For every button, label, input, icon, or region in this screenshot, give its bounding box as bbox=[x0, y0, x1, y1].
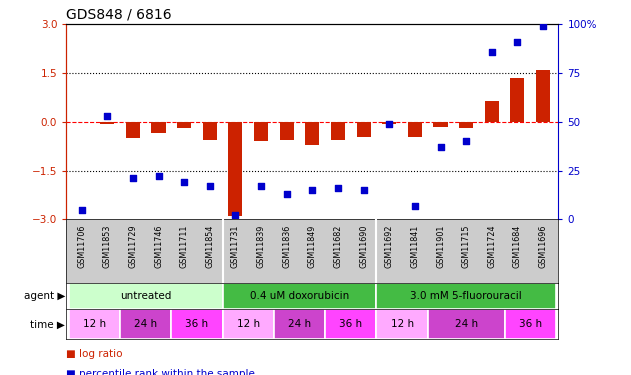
Text: GSM11901: GSM11901 bbox=[436, 225, 445, 268]
Point bbox=[384, 121, 394, 127]
Point bbox=[435, 144, 445, 150]
Text: GSM11715: GSM11715 bbox=[462, 225, 471, 268]
Point bbox=[410, 203, 420, 209]
Text: ■ log ratio: ■ log ratio bbox=[66, 349, 123, 359]
Bar bbox=[177, 122, 191, 128]
Text: 36 h: 36 h bbox=[186, 320, 209, 329]
Bar bbox=[382, 122, 396, 123]
Bar bbox=[69, 283, 223, 309]
Bar bbox=[100, 122, 114, 123]
Text: GDS848 / 6816: GDS848 / 6816 bbox=[66, 8, 172, 21]
Bar bbox=[203, 122, 217, 140]
Point bbox=[487, 49, 497, 55]
Bar bbox=[305, 122, 319, 145]
Bar bbox=[408, 122, 422, 136]
Text: GSM11731: GSM11731 bbox=[231, 225, 240, 268]
Bar bbox=[254, 122, 268, 141]
Point bbox=[333, 185, 343, 191]
Bar bbox=[536, 70, 550, 122]
Point bbox=[230, 213, 240, 219]
Text: GSM11711: GSM11711 bbox=[180, 225, 189, 268]
Bar bbox=[357, 122, 370, 136]
Bar bbox=[120, 309, 172, 339]
Text: 36 h: 36 h bbox=[339, 320, 362, 329]
Bar bbox=[151, 122, 165, 133]
Text: GSM11692: GSM11692 bbox=[385, 225, 394, 268]
Point bbox=[76, 207, 86, 213]
Bar bbox=[280, 122, 294, 140]
Bar bbox=[69, 309, 120, 339]
Text: GSM11849: GSM11849 bbox=[308, 225, 317, 268]
Point bbox=[204, 183, 215, 189]
Point bbox=[153, 174, 163, 180]
Point bbox=[461, 138, 471, 144]
Bar bbox=[428, 309, 505, 339]
Text: 12 h: 12 h bbox=[237, 320, 260, 329]
Text: 36 h: 36 h bbox=[519, 320, 542, 329]
Bar bbox=[172, 309, 223, 339]
Point bbox=[179, 179, 189, 185]
Text: GSM11690: GSM11690 bbox=[359, 225, 368, 268]
Text: 24 h: 24 h bbox=[134, 320, 157, 329]
Text: GSM11682: GSM11682 bbox=[333, 225, 343, 268]
Bar bbox=[505, 309, 556, 339]
Text: GSM11684: GSM11684 bbox=[513, 225, 522, 268]
Text: 24 h: 24 h bbox=[454, 320, 478, 329]
Text: GSM11696: GSM11696 bbox=[538, 225, 548, 268]
Bar bbox=[377, 283, 556, 309]
Text: 12 h: 12 h bbox=[391, 320, 414, 329]
Text: GSM11853: GSM11853 bbox=[103, 225, 112, 268]
Text: GSM11746: GSM11746 bbox=[154, 225, 163, 268]
Text: 24 h: 24 h bbox=[288, 320, 311, 329]
Bar bbox=[126, 122, 140, 138]
Text: agent ▶: agent ▶ bbox=[23, 291, 65, 301]
Point bbox=[102, 113, 112, 119]
Text: 3.0 mM 5-fluorouracil: 3.0 mM 5-fluorouracil bbox=[410, 291, 522, 301]
Bar bbox=[223, 309, 274, 339]
Bar bbox=[510, 78, 524, 122]
Text: GSM11724: GSM11724 bbox=[487, 225, 497, 268]
Point bbox=[256, 183, 266, 189]
Bar bbox=[274, 309, 325, 339]
Bar bbox=[459, 122, 473, 128]
Text: 12 h: 12 h bbox=[83, 320, 106, 329]
Text: GSM11729: GSM11729 bbox=[128, 225, 138, 268]
Bar bbox=[223, 283, 377, 309]
Point bbox=[358, 187, 369, 193]
Point bbox=[128, 176, 138, 181]
Text: GSM11841: GSM11841 bbox=[410, 225, 420, 268]
Text: GSM11854: GSM11854 bbox=[205, 225, 215, 268]
Bar bbox=[485, 101, 499, 122]
Bar bbox=[228, 122, 242, 216]
Bar bbox=[377, 309, 428, 339]
Bar bbox=[331, 122, 345, 140]
Point bbox=[281, 191, 292, 197]
Point bbox=[307, 187, 317, 193]
Text: GSM11706: GSM11706 bbox=[77, 225, 86, 268]
Text: ■ percentile rank within the sample: ■ percentile rank within the sample bbox=[66, 369, 255, 375]
Text: untreated: untreated bbox=[120, 291, 172, 301]
Text: time ▶: time ▶ bbox=[30, 320, 65, 329]
Bar bbox=[433, 122, 447, 127]
Point bbox=[538, 23, 548, 29]
Text: GSM11836: GSM11836 bbox=[282, 225, 292, 268]
Bar bbox=[325, 309, 377, 339]
Point bbox=[512, 39, 522, 45]
Text: GSM11839: GSM11839 bbox=[257, 225, 266, 268]
Text: 0.4 uM doxorubicin: 0.4 uM doxorubicin bbox=[250, 291, 349, 301]
